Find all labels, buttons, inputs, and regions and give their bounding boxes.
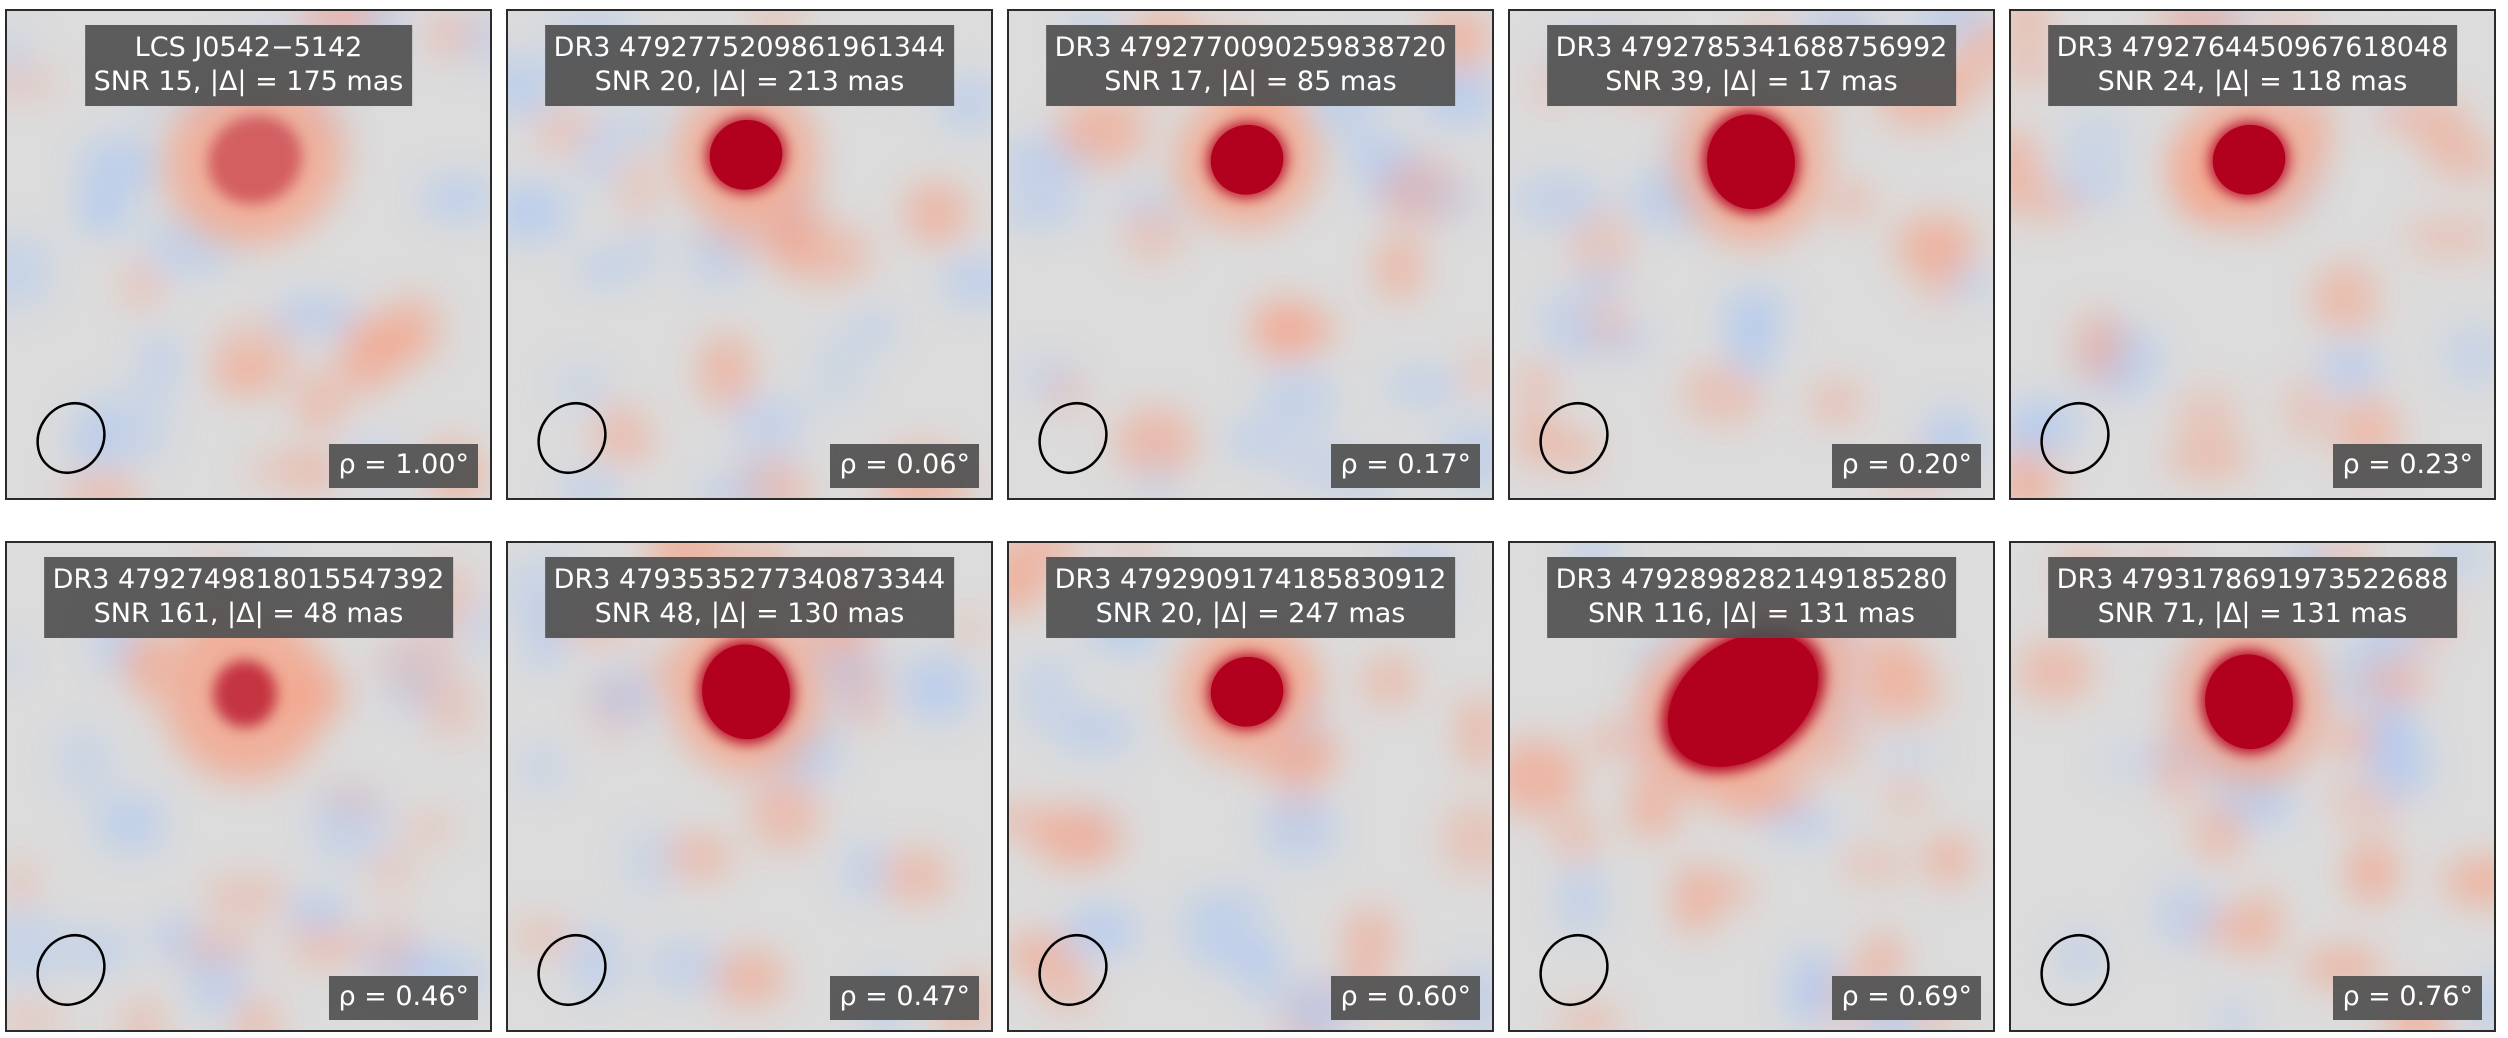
beam-ellipse-icon	[2040, 402, 2110, 474]
snr-offset: SNR 20, |Δ| = 213 mas	[594, 66, 905, 97]
source-blob	[669, 609, 823, 775]
image-panel: DR3 4792785341688756992 SNR 39, |Δ| = 17 …	[1508, 9, 1995, 500]
snr-offset: SNR 161, |Δ| = 48 mas	[93, 598, 404, 629]
source-blob	[675, 86, 818, 224]
source-label: LCS J0542−5142 SNR 15, |Δ| = 175 mas	[84, 25, 413, 106]
source-name: DR3 4792764450967618048	[2056, 32, 2449, 63]
source-name: DR3 4792785341688756992	[1555, 32, 1948, 63]
source-label: DR3 4793178691973522688 SNR 71, |Δ| = 131…	[2047, 557, 2458, 638]
snr-offset: SNR 17, |Δ| = 85 mas	[1104, 66, 1397, 97]
source-label: DR3 4792785341688756992 SNR 39, |Δ| = 17 …	[1546, 25, 1957, 106]
image-panel: DR3 4792898282149185280 SNR 116, |Δ| = 13…	[1508, 541, 1995, 1032]
rho-label: ρ = 0.23°	[2333, 444, 2482, 488]
source-label: DR3 4792770090259838720 SNR 17, |Δ| = 85 …	[1045, 25, 1456, 106]
beam-ellipse-icon	[36, 402, 106, 474]
source-label: DR3 4792775209861961344 SNR 20, |Δ| = 213…	[544, 25, 955, 106]
image-panel: DR3 4792909174185830912 SNR 20, |Δ| = 247…	[1007, 541, 1494, 1032]
snr-offset: SNR 20, |Δ| = 247 mas	[1095, 598, 1406, 629]
source-blob	[2172, 619, 2326, 785]
beam-ellipse-icon	[36, 934, 106, 1006]
source-blob	[2178, 91, 2321, 229]
snr-offset: SNR 116, |Δ| = 131 mas	[1588, 598, 1915, 629]
beam-ellipse-icon	[1038, 934, 1108, 1006]
beam-ellipse-icon	[1539, 934, 1609, 1006]
rho-label: ρ = 0.60°	[1331, 976, 1480, 1020]
source-name: DR3 4793178691973522688	[2056, 564, 2449, 595]
rho-label: ρ = 0.47°	[830, 976, 979, 1020]
source-blob	[1674, 79, 1828, 245]
beam-ellipse-icon	[2040, 934, 2110, 1006]
rho-label: ρ = 0.69°	[1832, 976, 1981, 1020]
source-name: DR3 4792749818015547392	[52, 564, 445, 595]
snr-offset: SNR 48, |Δ| = 130 mas	[594, 598, 905, 629]
image-panel: DR3 4792770090259838720 SNR 17, |Δ| = 85 …	[1007, 9, 1494, 500]
image-panel: DR3 4792764450967618048 SNR 24, |Δ| = 118…	[2009, 9, 2496, 500]
image-panel: DR3 4792775209861961344 SNR 20, |Δ| = 213…	[506, 9, 993, 500]
source-label: DR3 4793535277340873344 SNR 48, |Δ| = 130…	[544, 557, 955, 638]
source-label: DR3 4792764450967618048 SNR 24, |Δ| = 118…	[2047, 25, 2458, 106]
source-blob	[1176, 623, 1319, 761]
snr-offset: SNR 15, |Δ| = 175 mas	[93, 66, 404, 97]
source-blob	[1176, 91, 1319, 229]
source-name: DR3 4792770090259838720	[1054, 32, 1447, 63]
beam-ellipse-icon	[537, 934, 607, 1006]
source-name: LCS J0542−5142	[134, 32, 363, 63]
source-blob	[165, 75, 345, 245]
image-panel: DR3 4793535277340873344 SNR 48, |Δ| = 130…	[506, 541, 993, 1032]
image-panel: DR3 4792749818015547392 SNR 161, |Δ| = 48…	[5, 541, 492, 1032]
rho-label: ρ = 0.20°	[1832, 444, 1981, 488]
source-name: DR3 4792898282149185280	[1555, 564, 1948, 595]
rho-label: ρ = 1.00°	[329, 444, 478, 488]
snr-offset: SNR 24, |Δ| = 118 mas	[2097, 66, 2408, 97]
rho-label: ρ = 0.46°	[329, 976, 478, 1020]
source-name: DR3 4792909174185830912	[1054, 564, 1447, 595]
source-label: DR3 4792909174185830912 SNR 20, |Δ| = 247…	[1045, 557, 1456, 638]
rho-label: ρ = 0.17°	[1331, 444, 1480, 488]
beam-ellipse-icon	[1038, 402, 1108, 474]
source-blob	[162, 606, 328, 782]
image-panel: DR3 4793178691973522688 SNR 71, |Δ| = 131…	[2009, 541, 2496, 1032]
image-panel: LCS J0542−5142 SNR 15, |Δ| = 175 mas ρ = 1…	[5, 9, 492, 500]
beam-ellipse-icon	[1539, 402, 1609, 474]
beam-ellipse-icon	[537, 402, 607, 474]
rho-label: ρ = 0.06°	[830, 444, 979, 488]
source-name: DR3 4792775209861961344	[553, 32, 946, 63]
source-blob	[1632, 601, 1854, 799]
source-label: DR3 4792898282149185280 SNR 116, |Δ| = 13…	[1546, 557, 1957, 638]
rho-label: ρ = 0.76°	[2333, 976, 2482, 1020]
snr-offset: SNR 39, |Δ| = 17 mas	[1605, 66, 1898, 97]
snr-offset: SNR 71, |Δ| = 131 mas	[2097, 598, 2408, 629]
source-name: DR3 4793535277340873344	[553, 564, 946, 595]
source-label: DR3 4792749818015547392 SNR 161, |Δ| = 48…	[43, 557, 454, 638]
